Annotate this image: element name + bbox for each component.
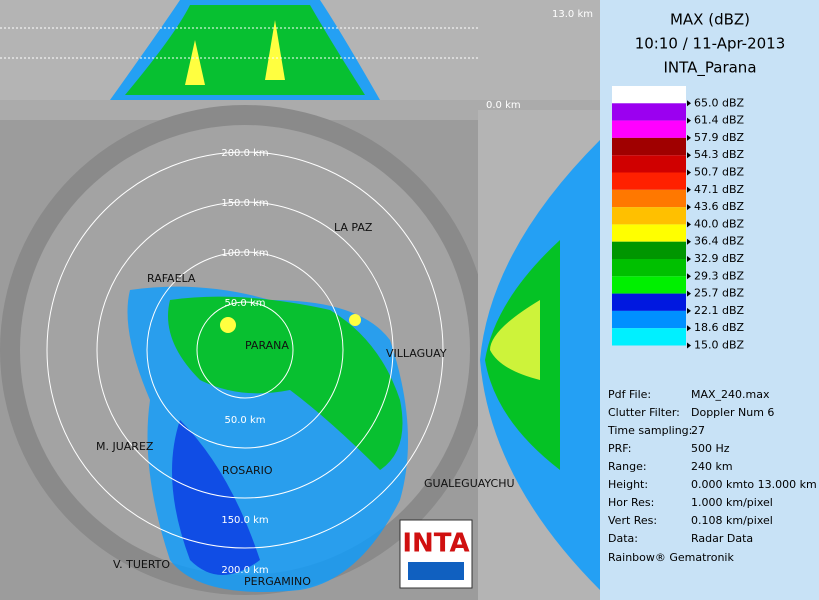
info-label: Time sampling:: [607, 424, 692, 437]
legend-label: 18.6 dBZ: [694, 321, 745, 334]
legend-swatch: [612, 310, 686, 329]
legend-swatch: [612, 207, 686, 225]
info-label: Range:: [608, 460, 647, 473]
legend-tick: [687, 325, 691, 332]
legend-swatch: [612, 293, 686, 311]
title: MAX (dBZ): [670, 11, 750, 29]
info-value: 240 km: [691, 460, 733, 473]
legend-swatch: [612, 172, 686, 190]
legend-swatch: [612, 259, 686, 277]
ring-label: 200.0 km: [221, 565, 268, 576]
info-value: Radar Data: [691, 532, 753, 545]
place-label: M. JUAREZ: [96, 440, 154, 453]
info-label: Height:: [608, 478, 648, 491]
legend-swatch: [612, 276, 686, 294]
info-value: 500 Hz: [691, 442, 730, 455]
legend-swatch: [612, 155, 686, 173]
legend-label: 36.4 dBZ: [694, 235, 745, 248]
top-echo: [185, 20, 285, 85]
info-value: 0.108 km/pixel: [691, 514, 773, 527]
map-echo: [349, 314, 361, 326]
info-value: 0.000 kmto 13.000 km: [691, 478, 817, 491]
footer: Rainbow® Gematronik: [608, 551, 734, 564]
place-label: ROSARIO: [222, 464, 273, 477]
map-echo: [172, 420, 260, 575]
info-value: Doppler Num 6: [691, 406, 774, 419]
map-echo: [220, 317, 236, 333]
legend-label: 43.6 dBZ: [694, 200, 745, 213]
place-label: GUALEGUAYCHU: [424, 477, 515, 490]
legend-label: 65.0 dBZ: [694, 96, 745, 109]
legend-label: 50.7 dBZ: [694, 166, 745, 179]
legend-tick: [687, 273, 691, 280]
legend-tick: [687, 307, 691, 314]
legend-swatch: [612, 86, 686, 104]
legend-tick: [687, 238, 691, 245]
legend-swatch: [612, 241, 686, 259]
legend-label: 29.3 dBZ: [694, 269, 745, 282]
legend-label: 15.0 dBZ: [694, 339, 745, 352]
map-echo: [168, 296, 403, 470]
legend-tick: [687, 186, 691, 193]
legend-label: 57.9 dBZ: [694, 131, 745, 144]
legend-label: 40.0 dBZ: [694, 217, 745, 230]
place-label: VILLAGUAY: [386, 347, 447, 360]
place-label: V. TUERTO: [113, 558, 170, 571]
legend-swatch: [612, 328, 686, 346]
info-value: 1.000 km/pixel: [691, 496, 773, 509]
info-value: MAX_240.max: [691, 388, 770, 401]
legend-swatch: [612, 120, 686, 138]
legend-label: 47.1 dBZ: [694, 183, 745, 196]
info-label: Pdf File:: [608, 388, 651, 401]
legend-swatch: [612, 189, 686, 208]
legend-swatch: [612, 103, 686, 121]
ring-label: 150.0 km: [221, 198, 268, 209]
height-label: 13.0 km: [552, 9, 593, 20]
place-label: PERGAMINO: [244, 575, 311, 588]
ring-label: 100.0 km: [221, 248, 268, 259]
logo-stripe: [408, 562, 464, 580]
ring-label: 50.0 km: [225, 415, 266, 426]
legend-tick: [687, 221, 691, 228]
place-label: RAFAELA: [147, 272, 196, 285]
place-label: LA PAZ: [334, 221, 373, 234]
info-value: 27: [691, 424, 705, 437]
legend-label: 22.1 dBZ: [694, 304, 745, 317]
ring-label: 50.0 km: [225, 298, 266, 309]
range-rings: [46, 151, 444, 549]
info-label: Data:: [608, 532, 638, 545]
time: 10:10 / 11-Apr-2013: [635, 35, 786, 53]
legend-swatch: [612, 137, 686, 156]
info-label: Vert Res:: [608, 514, 657, 527]
height-label: 0.0 km: [486, 100, 521, 111]
legend-tick: [687, 117, 691, 124]
legend-label: 32.9 dBZ: [694, 252, 745, 265]
legend-label: 61.4 dBZ: [694, 114, 745, 127]
legend-tick: [687, 256, 691, 262]
legend-tick: [687, 342, 691, 349]
legend-label: 54.3 dBZ: [694, 148, 745, 161]
legend-tick: [687, 100, 691, 107]
logo-text: INTA: [402, 529, 469, 559]
legend: 65.0 dBZ 61.4 dBZ 57.9 dBZ 54.3 dBZ 50.7 dBZ…: [612, 86, 745, 352]
info-label: PRF:: [608, 442, 631, 455]
legend-swatch: [612, 224, 686, 242]
info: Pdf File: MAX_240.max Clutter Filter: Doppl…: [607, 388, 817, 545]
legend-tick: [687, 290, 691, 297]
info-label: Hor Res:: [608, 496, 654, 509]
side-echo: [490, 300, 540, 380]
station: INTA_Parana: [663, 59, 756, 78]
legend-label: 25.7 dBZ: [694, 287, 745, 300]
legend-tick: [687, 134, 691, 141]
info-label: Clutter Filter:: [608, 406, 680, 419]
legend-tick: [687, 152, 691, 159]
ring-label: 150.0 km: [221, 515, 268, 526]
ring-label: 200.0 km: [221, 148, 268, 159]
place-label: PARANA: [245, 339, 289, 352]
places: LA PAZ RAFAELA PARANA VILLAGUAY M. JUARE…: [96, 221, 515, 588]
legend-tick: [687, 169, 691, 176]
legend-tick: [687, 204, 691, 211]
